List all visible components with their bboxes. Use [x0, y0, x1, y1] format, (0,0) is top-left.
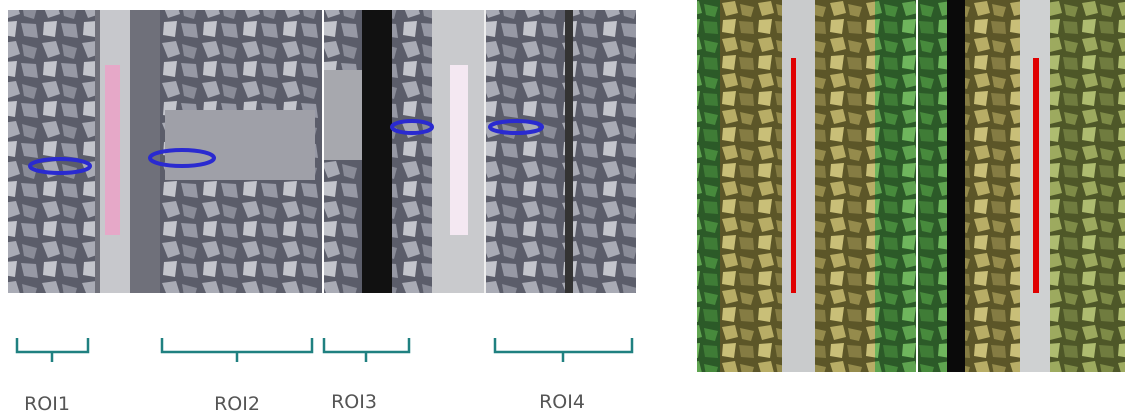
roi-image: [8, 10, 636, 293]
roi-label: ROI3: [331, 391, 377, 413]
roi-label: ROI4: [539, 391, 585, 413]
roi-label: ROI2: [214, 393, 260, 415]
brace: [495, 338, 632, 362]
figure: ROI1 ROI2 ROI3 ROI4: [0, 0, 1134, 415]
roi-label: ROI1: [24, 393, 70, 415]
detection-image: [697, 0, 1125, 372]
brace: [17, 338, 88, 362]
brace: [162, 338, 312, 362]
brace: [324, 338, 409, 362]
